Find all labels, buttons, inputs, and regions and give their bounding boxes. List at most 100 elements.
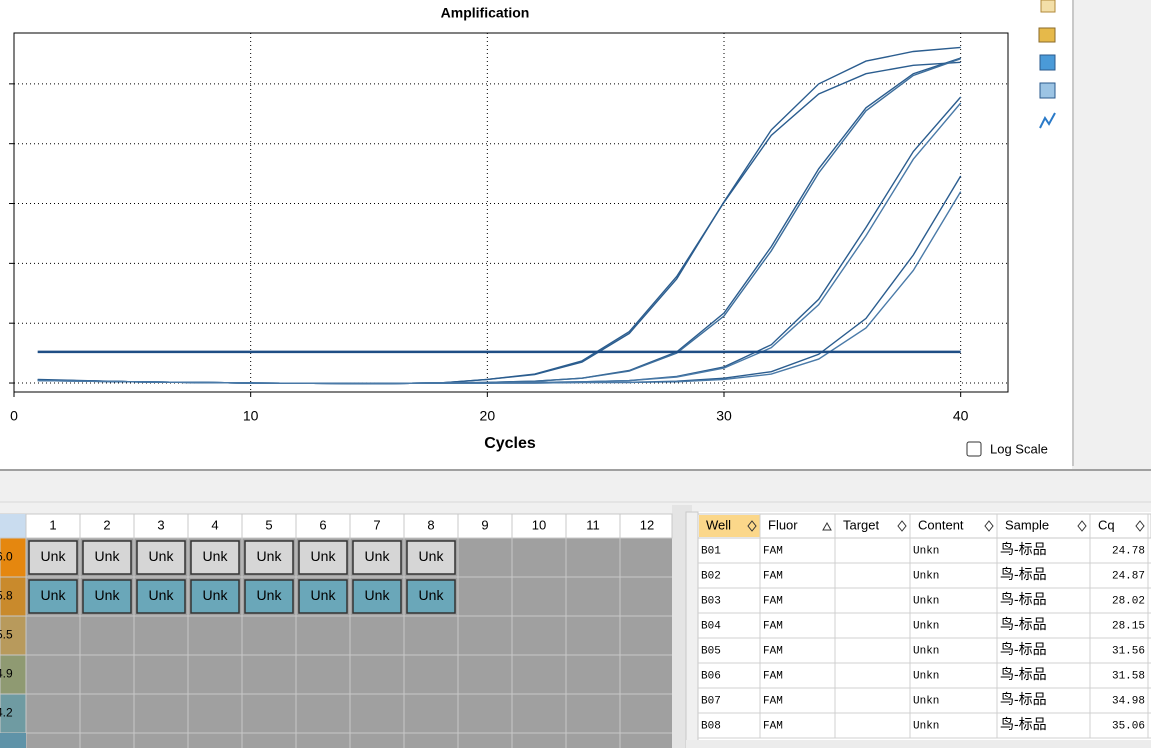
sort-glyph[interactable]: [747, 520, 757, 532]
chart-title: Amplification: [441, 5, 530, 21]
cell-text: FAM: [763, 695, 783, 707]
well-button[interactable]: [28, 579, 78, 614]
cell-text: 鸟-标品: [1000, 691, 1047, 707]
cell-text: 鸟-标品: [1000, 591, 1047, 607]
well-button[interactable]: [190, 540, 240, 575]
results-table: [686, 512, 1151, 748]
plate-corner: [0, 514, 26, 538]
cell-text: B08: [701, 720, 721, 732]
well-button[interactable]: [190, 579, 240, 614]
x-tick-label: 30: [716, 408, 732, 424]
cell-text: FAM: [763, 545, 783, 557]
well-label[interactable]: Unk: [257, 587, 283, 603]
cell-text: FAM: [763, 670, 783, 682]
well-button[interactable]: [406, 579, 456, 614]
well-label[interactable]: Unk: [149, 548, 175, 564]
cell-text: Unkn: [913, 545, 939, 557]
plate-row-label: 5.5: [0, 628, 13, 642]
well-label[interactable]: Unk: [203, 548, 229, 564]
well-label[interactable]: Unk: [311, 548, 337, 564]
well-button[interactable]: [352, 540, 402, 575]
cell-text: Unkn: [913, 570, 939, 582]
well-button[interactable]: [298, 579, 348, 614]
well-button[interactable]: [136, 579, 186, 614]
well-label[interactable]: Unk: [365, 548, 391, 564]
well-label[interactable]: Unk: [95, 587, 121, 603]
sort-glyph[interactable]: [1077, 520, 1087, 532]
cell-text: 24.78: [1112, 545, 1145, 557]
cell-text: FAM: [763, 620, 783, 632]
well-label[interactable]: Unk: [149, 587, 175, 603]
well-button[interactable]: [28, 540, 78, 575]
sort-glyph[interactable]: [822, 521, 832, 531]
cell-text: 鸟-标品: [1000, 666, 1047, 682]
log-scale-label[interactable]: Log Scale: [990, 441, 1048, 456]
well-label[interactable]: Unk: [365, 587, 391, 603]
column-header[interactable]: Well: [706, 517, 731, 532]
plate-row-header: [0, 733, 26, 748]
column-header[interactable]: Cq: [1098, 517, 1115, 532]
plate-column-label: 9: [481, 517, 488, 532]
cell-text: 34.98: [1112, 695, 1145, 707]
sort-glyph[interactable]: [1135, 520, 1145, 532]
plate-column-label: 2: [103, 517, 110, 532]
cell-text: B01: [701, 545, 721, 557]
trace-icon[interactable]: [1039, 112, 1056, 129]
column-header[interactable]: Fluor: [768, 517, 798, 532]
cell-text: Unkn: [913, 595, 939, 607]
export-icon[interactable]: [1039, 54, 1056, 71]
cell-text: 鸟-标品: [1000, 616, 1047, 632]
plate-column-label: 5: [265, 517, 272, 532]
log-scale-checkbox[interactable]: [966, 441, 982, 457]
cell-text: 鸟-标品: [1000, 566, 1047, 582]
well-button[interactable]: [136, 540, 186, 575]
well-button[interactable]: [244, 579, 294, 614]
side-panel: [1072, 0, 1151, 470]
well-button[interactable]: [352, 579, 402, 614]
well-label[interactable]: Unk: [41, 548, 67, 564]
well-label[interactable]: Unk: [41, 587, 67, 603]
cell-text: FAM: [763, 720, 783, 732]
copy-icon[interactable]: [1040, 0, 1056, 13]
sort-glyph[interactable]: [984, 520, 994, 532]
x-tick-label: 40: [953, 408, 969, 424]
plate-column-label: 11: [586, 517, 600, 532]
plate-column-label: 7: [373, 517, 380, 532]
plate-header: [0, 513, 673, 539]
well-label[interactable]: Unk: [419, 548, 445, 564]
well-label[interactable]: Unk: [95, 548, 121, 564]
cell-text: B04: [701, 620, 721, 632]
table-footer: [686, 740, 1151, 748]
cell-text: 鸟-标品: [1000, 716, 1047, 732]
image-icon[interactable]: [1039, 82, 1056, 99]
chart-panel: [0, 0, 1072, 470]
well-button[interactable]: [82, 540, 132, 575]
column-header[interactable]: Target: [843, 517, 880, 532]
x-tick-label: 0: [10, 408, 18, 424]
well-button[interactable]: [244, 540, 294, 575]
cell-text: B03: [701, 595, 721, 607]
cell-text: 31.56: [1112, 645, 1145, 657]
well-label[interactable]: Unk: [257, 548, 283, 564]
well-label[interactable]: Unk: [311, 587, 337, 603]
column-header[interactable]: Content: [918, 517, 964, 532]
plate-row-label: 6.0: [0, 550, 13, 564]
x-tick-label: 10: [243, 408, 259, 424]
sort-glyph[interactable]: [897, 520, 907, 532]
well-button[interactable]: [406, 540, 456, 575]
column-header[interactable]: Sample: [1005, 517, 1049, 532]
well-label[interactable]: Unk: [419, 587, 445, 603]
well-button[interactable]: [298, 540, 348, 575]
cell-text: 35.06: [1112, 720, 1145, 732]
x-axis-label: Cycles: [484, 435, 536, 452]
well-label[interactable]: Unk: [203, 587, 229, 603]
chart-icon[interactable]: [1038, 27, 1056, 43]
plate-column-label: 1: [49, 517, 56, 532]
plate-row-label: 5.8: [0, 589, 13, 603]
cell-text: B07: [701, 695, 721, 707]
cell-text: 28.02: [1112, 595, 1145, 607]
well-button[interactable]: [82, 579, 132, 614]
plate-column-label: 4: [211, 517, 218, 532]
